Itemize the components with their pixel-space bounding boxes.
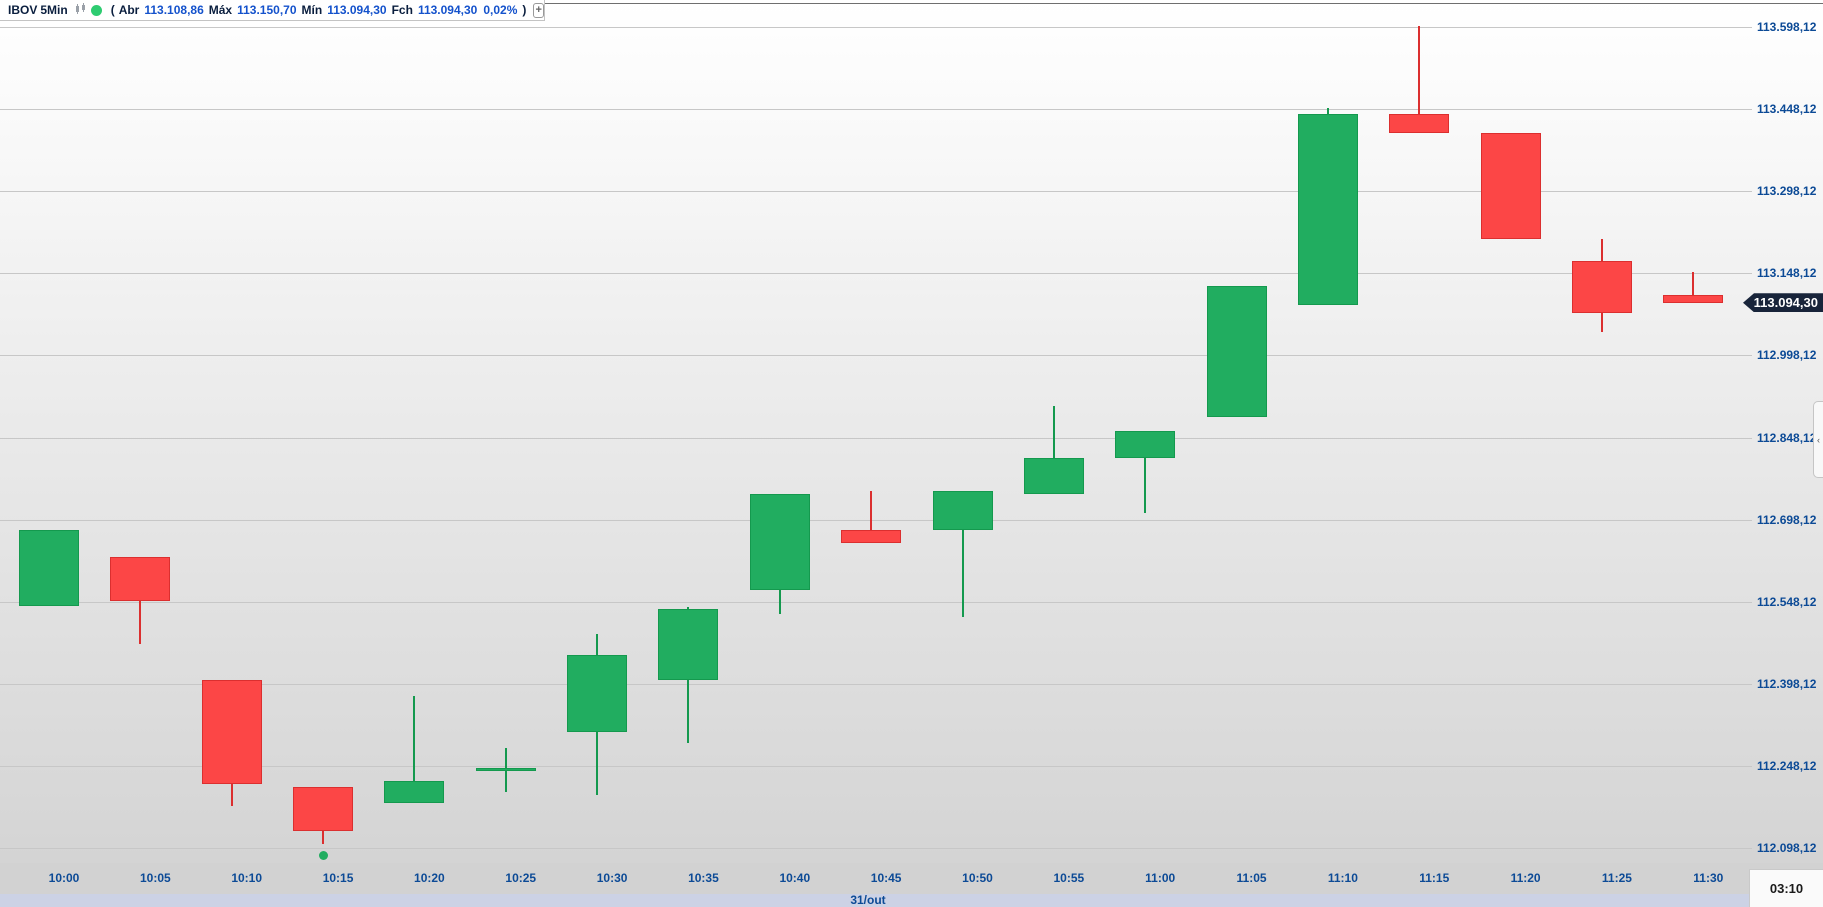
candle-10:35 xyxy=(658,608,719,681)
candle-wick xyxy=(1144,430,1147,514)
candle-10:45 xyxy=(841,529,902,544)
price-gridline xyxy=(0,848,1752,849)
candle-wick xyxy=(413,696,416,804)
price-axis[interactable]: 113.598,12 113.448,12 113.298,12 113.148,12… xyxy=(1752,0,1823,863)
high-value: 113.150,70 xyxy=(237,3,297,17)
price-tick-label: 113.598,12 xyxy=(1757,20,1817,34)
candle-wick xyxy=(139,556,142,645)
chevron-left-icon: ‹ xyxy=(1817,434,1820,445)
add-indicator-button[interactable]: + xyxy=(533,2,544,18)
price-gridline xyxy=(0,355,1752,356)
candle-11:25 xyxy=(1571,261,1632,314)
candlestick-plot-area[interactable] xyxy=(0,0,1752,863)
time-tick-label: 11:15 xyxy=(1419,871,1450,885)
time-tick-label: 11:30 xyxy=(1693,871,1724,885)
open-label: Abr xyxy=(118,3,140,17)
time-tick-label: 10:30 xyxy=(596,871,628,885)
candle-10:15 xyxy=(293,786,354,831)
low-label: Mín xyxy=(301,3,323,17)
trade-marker-dot xyxy=(318,850,328,860)
time-tick-label: 10:45 xyxy=(870,871,902,885)
time-tick-label: 10:05 xyxy=(139,871,171,885)
last-price-value: 113.094,30 xyxy=(1753,295,1818,311)
price-tick-label: 113.298,12 xyxy=(1757,184,1817,198)
paren-close: ) xyxy=(522,3,527,17)
close-label: Fch xyxy=(391,3,413,17)
candle-11:10 xyxy=(1297,113,1358,306)
time-tick-label: 11:00 xyxy=(1145,871,1176,885)
price-gridline xyxy=(0,191,1752,192)
date-label: 31/out xyxy=(850,893,886,907)
low-value: 113.094,30 xyxy=(327,3,387,17)
candle-10:55 xyxy=(1023,458,1084,494)
date-strip: 31/out xyxy=(0,894,1750,907)
candle-10:40 xyxy=(749,493,810,590)
candle-11:20 xyxy=(1480,132,1541,240)
price-tick-label: 112.248,12 xyxy=(1757,759,1817,773)
price-tick-label: 113.148,12 xyxy=(1757,266,1817,280)
price-gridline xyxy=(0,602,1752,603)
time-tick-label: 10:25 xyxy=(505,871,537,885)
connection-status-dot xyxy=(90,4,102,16)
price-tick-label: 113.448,12 xyxy=(1757,102,1817,116)
time-tick-label: 10:15 xyxy=(322,871,354,885)
price-gridline xyxy=(0,438,1752,439)
time-tick-label: 10:20 xyxy=(414,871,445,885)
panel-collapse-toggle[interactable]: ‹ xyxy=(1813,401,1823,478)
candle-wick xyxy=(1418,25,1421,133)
symbol-info-bar: IBOV 5Min ( Abr 113.108,86 Máx 113.150,7… xyxy=(0,0,545,21)
candle-wick xyxy=(961,491,964,618)
candle-10:05 xyxy=(110,556,171,601)
price-gridline xyxy=(0,273,1752,274)
time-tick-label: 10:10 xyxy=(231,871,263,885)
time-tick-label: 10:55 xyxy=(1053,871,1085,885)
candle-10:20 xyxy=(384,781,445,804)
candle-10:30 xyxy=(567,655,628,733)
price-gridline xyxy=(0,27,1752,28)
open-value: 113.108,86 xyxy=(144,3,204,17)
bar-countdown-box: 03:10 xyxy=(1749,869,1823,907)
close-value: 113.094,30 xyxy=(417,3,478,17)
chart-top-border xyxy=(0,3,1823,4)
candle-10:10 xyxy=(201,680,262,785)
time-tick-label: 11:25 xyxy=(1601,871,1632,885)
price-tick-label: 112.848,12 xyxy=(1757,431,1817,445)
time-tick-label: 10:00 xyxy=(48,871,80,885)
paren-open: ( xyxy=(110,3,115,17)
candle-wick xyxy=(870,491,873,544)
candle-11:05 xyxy=(1206,285,1267,418)
candle-wick xyxy=(1052,406,1055,494)
candle-10:00 xyxy=(19,529,79,607)
price-tick-label: 112.548,12 xyxy=(1757,595,1817,609)
symbol-name: IBOV xyxy=(8,3,38,17)
candle-11:15 xyxy=(1389,113,1450,133)
price-tick-label: 112.398,12 xyxy=(1757,677,1817,691)
candle-wick xyxy=(1692,271,1695,303)
price-tick-label: 112.098,12 xyxy=(1757,841,1817,855)
change-percent: 0,02% xyxy=(483,3,518,17)
price-gridline xyxy=(0,109,1752,110)
time-tick-label: 11:20 xyxy=(1510,871,1541,885)
price-tick-label: 112.698,12 xyxy=(1757,513,1817,527)
time-tick-label: 11:05 xyxy=(1236,871,1267,885)
time-tick-label: 10:50 xyxy=(962,871,993,885)
candle-10:25 xyxy=(475,768,536,772)
price-tick-label: 112.998,12 xyxy=(1757,348,1817,362)
candle-10:50 xyxy=(932,491,993,530)
time-tick-label: 11:10 xyxy=(1327,871,1358,885)
chart-style-icon xyxy=(74,2,87,18)
candle-11:00 xyxy=(1115,430,1176,459)
time-tick-label: 10:40 xyxy=(779,871,811,885)
price-gridline xyxy=(0,766,1752,767)
bar-countdown-value: 03:10 xyxy=(1769,881,1804,896)
high-label: Máx xyxy=(208,3,233,17)
time-axis[interactable]: 10:00 10:05 10:10 10:15 10:20 10:25 10:30 10:35… xyxy=(0,863,1823,894)
time-tick-label: 10:35 xyxy=(688,871,719,885)
candle-11:30 xyxy=(1663,294,1724,303)
timeframe-label: 5Min xyxy=(40,3,68,17)
price-gridline xyxy=(0,684,1752,685)
price-gridline xyxy=(0,520,1752,521)
last-price-badge: 113.094,30 xyxy=(1743,293,1823,313)
